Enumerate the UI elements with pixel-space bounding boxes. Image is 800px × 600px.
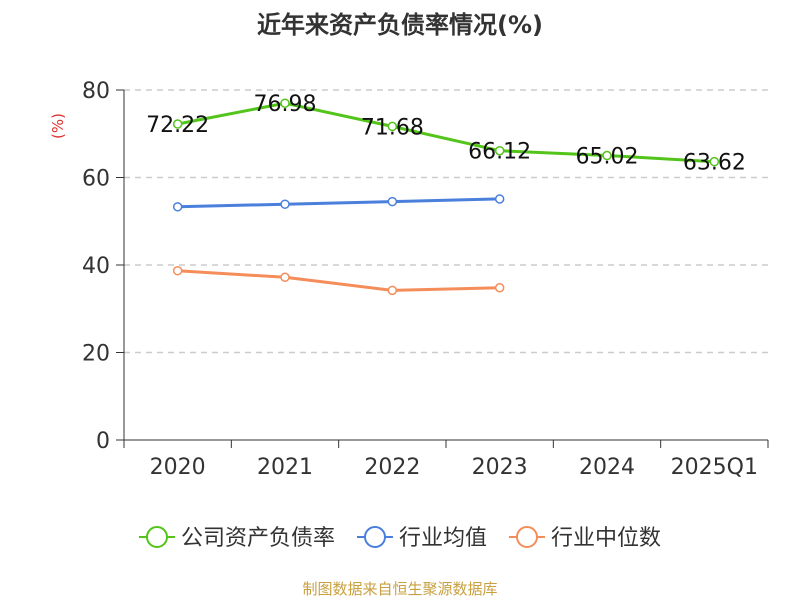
data-label: 65.02 xyxy=(576,145,639,170)
data-point xyxy=(494,283,505,293)
legend-item: 行业中位数 xyxy=(509,526,661,551)
y-tick-label: 20 xyxy=(82,342,110,367)
x-tick-label: 2021 xyxy=(257,455,313,480)
data-point xyxy=(387,285,398,296)
legend-label: 行业中位数 xyxy=(551,526,661,551)
x-tick-label: 2022 xyxy=(364,455,420,480)
series-lines xyxy=(172,98,720,296)
legend-label: 行业均值 xyxy=(399,526,487,551)
x-tick-label: 2020 xyxy=(150,455,206,480)
x-tick-label: 2024 xyxy=(579,455,635,480)
axes: 0 20 40 60 80 2020 2021 2022 2023 2024 2025Q1 xyxy=(82,79,769,480)
series-line xyxy=(177,197,500,209)
x-tick-label: 2025Q1 xyxy=(671,455,758,480)
data-point xyxy=(709,156,720,167)
legend-swatch-marker xyxy=(146,526,168,548)
source-note: 制图数据来自恒生聚源数据库 xyxy=(302,580,497,598)
data-labels: 72.22 76.98 71.68 66.12 65.02 63.62 xyxy=(146,92,746,175)
y-axis-label: (%) xyxy=(49,113,67,139)
data-point xyxy=(387,121,398,132)
data-label: 72.22 xyxy=(146,113,209,138)
x-tick-label: 2023 xyxy=(472,455,528,480)
data-label: 76.98 xyxy=(254,92,317,117)
data-point xyxy=(602,150,612,161)
legend-item: 公司资产负债率 xyxy=(139,526,335,551)
data-point xyxy=(280,272,290,282)
legend-swatch-marker xyxy=(364,526,386,548)
y-tick-label: 40 xyxy=(82,254,110,279)
data-point xyxy=(280,199,290,209)
data-point xyxy=(494,194,505,204)
data-point xyxy=(172,119,183,129)
data-point xyxy=(387,196,398,207)
legend: 公司资产负债率 行业均值 行业中位数 xyxy=(139,526,661,551)
data-point xyxy=(172,265,183,276)
data-label: 71.68 xyxy=(361,115,424,140)
data-label: 63.62 xyxy=(683,151,746,176)
data-point xyxy=(280,98,290,108)
y-tick-label: 80 xyxy=(82,79,110,104)
legend-swatch-marker xyxy=(516,526,538,548)
legend-item: 行业均值 xyxy=(357,526,487,551)
series-line xyxy=(177,101,715,164)
y-tick-label: 0 xyxy=(96,429,110,454)
data-label: 66.12 xyxy=(468,140,531,165)
legend-label: 公司资产负债率 xyxy=(181,526,335,551)
data-point xyxy=(494,145,505,156)
series-line xyxy=(177,269,500,292)
data-point xyxy=(172,202,183,212)
y-tick-label: 60 xyxy=(82,167,110,192)
grid xyxy=(124,89,768,354)
chart-title: 近年来资产负债率情况(%) xyxy=(257,11,543,39)
